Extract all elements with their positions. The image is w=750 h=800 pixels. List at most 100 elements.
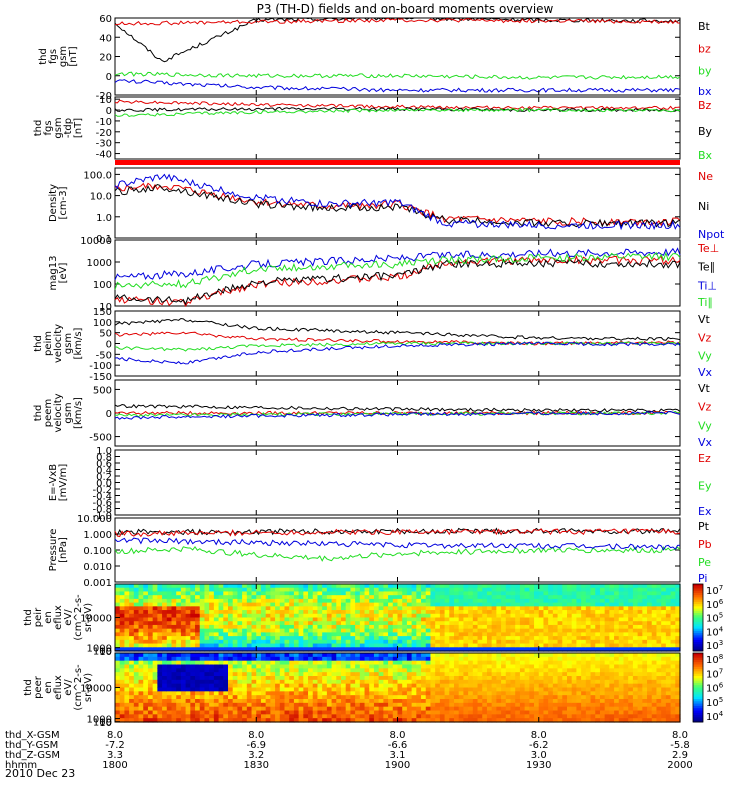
spectrogram-cell: [199, 714, 206, 719]
spectrogram-cell: [260, 621, 267, 626]
spectrogram-cell: [246, 683, 253, 689]
spectrogram-cell: [373, 610, 380, 615]
spectrogram-cell: [378, 643, 384, 648]
spectrogram-cell: [383, 695, 389, 700]
spectrogram-cell: [256, 660, 262, 666]
spectrogram-cell: [190, 676, 196, 681]
spectrogram-cell: [157, 683, 163, 689]
spectrogram-cell: [162, 617, 168, 622]
series-line-Ti∥: [114, 251, 681, 290]
spectrogram-cell: [260, 628, 267, 633]
spectrogram-cell: [421, 643, 427, 648]
spectrogram-cell: [138, 639, 144, 645]
colorbar-cell: [693, 644, 703, 648]
spectrogram-cell: [345, 668, 352, 673]
spectrogram-cell: [595, 639, 601, 645]
spectrogram-cell: [651, 598, 658, 604]
spectrogram-cell: [373, 584, 380, 589]
spectrogram-cell: [119, 584, 126, 589]
figure-title: P3 (TH-D) fields and on-board moments ov…: [257, 2, 554, 16]
spectrogram-cell: [538, 639, 545, 645]
spectrogram-cell: [341, 639, 347, 645]
spectrogram-cell: [449, 639, 455, 645]
spectrogram-cell: [383, 584, 389, 589]
spectrogram-cell: [444, 656, 450, 662]
spectrogram-cell: [355, 679, 361, 685]
spectrogram-cell: [642, 587, 648, 593]
spectrogram-cell: [260, 610, 267, 615]
spectrogram-cell: [656, 624, 662, 630]
spectrogram-cell: [279, 691, 286, 696]
spectrogram-cell: [618, 621, 625, 626]
spectrogram-cell: [364, 643, 370, 648]
spectrogram-cell: [552, 668, 559, 673]
spectrogram-cell: [534, 613, 540, 619]
spectrogram-cell: [486, 639, 493, 645]
spectrogram-cell: [421, 621, 427, 626]
spectrogram-cell: [477, 624, 483, 630]
spectrogram-cell: [665, 628, 672, 633]
y-tick-label: 10.0: [90, 192, 112, 203]
spectrogram-cell: [388, 676, 394, 681]
spectrogram-cell: [501, 672, 507, 677]
spectrogram-cell: [242, 617, 248, 622]
spectrogram-cell: [463, 714, 469, 719]
spectrogram-cell: [336, 636, 342, 641]
spectrogram-cell: [670, 653, 676, 658]
spectrogram-cell: [491, 702, 497, 708]
spectrogram-cell: [185, 643, 191, 648]
spectrogram-cell: [618, 710, 625, 715]
spectrogram-cell: [242, 643, 248, 648]
spectrogram-cell: [665, 639, 672, 645]
spectrogram-cell: [350, 679, 356, 685]
spectrogram-cell: [557, 718, 563, 723]
spectrogram-cell: [383, 617, 389, 622]
spectrogram-cell: [308, 668, 314, 673]
spectrogram-cell: [609, 702, 615, 708]
spectrogram-cell: [293, 591, 300, 596]
spectrogram-cell: [496, 647, 502, 652]
spectrogram-cell: [642, 643, 648, 648]
spectrogram-cell: [298, 691, 304, 696]
spectrogram-cell: [133, 639, 140, 645]
spectrogram-cell: [397, 656, 403, 662]
spectrogram-cell: [228, 695, 234, 700]
spectrogram-cell: [614, 621, 620, 626]
spectrogram-cell: [162, 587, 168, 593]
spectrogram-cell: [293, 687, 300, 692]
spectrogram-cell: [228, 691, 234, 696]
spectrogram-cell: [538, 668, 545, 673]
spectrogram-cell: [308, 643, 314, 648]
series-line-Bz: [114, 99, 681, 111]
spectrogram-cell: [651, 679, 658, 685]
spectrogram-cell: [270, 584, 276, 589]
spectrogram-cell: [463, 668, 469, 673]
spectrogram-cell: [242, 710, 248, 715]
spectrogram-cell: [491, 706, 497, 712]
spectrogram-cell: [609, 687, 615, 692]
spectrogram-cell: [209, 679, 215, 685]
spectrogram-cell: [435, 639, 441, 645]
spectrogram-cell: [581, 702, 587, 708]
spectrogram-cell: [571, 672, 578, 677]
spectrogram-cell: [242, 656, 248, 662]
spectrogram-cell: [585, 636, 592, 641]
spectrogram-cell: [477, 591, 483, 596]
spectrogram-cell: [628, 656, 634, 662]
spectrogram-cell: [519, 587, 526, 593]
spectrogram-cell: [246, 706, 253, 712]
spectrogram-cell: [439, 699, 446, 704]
spectrogram-cell: [571, 647, 578, 652]
spectrogram-cell: [129, 643, 135, 648]
spectrogram-cell: [218, 584, 224, 589]
spectrogram-cell: [308, 602, 314, 607]
spectrogram-cell: [430, 621, 436, 626]
spectrogram-cell: [552, 621, 559, 626]
spectrogram-cell: [157, 668, 163, 673]
spectrogram-cell: [298, 613, 304, 619]
spectrogram-cell: [129, 668, 135, 673]
spectrogram-cell: [171, 710, 177, 715]
y-tick-label: -500: [89, 433, 112, 444]
spectrogram-cell: [430, 632, 436, 637]
series-line-Vx: [114, 410, 681, 420]
